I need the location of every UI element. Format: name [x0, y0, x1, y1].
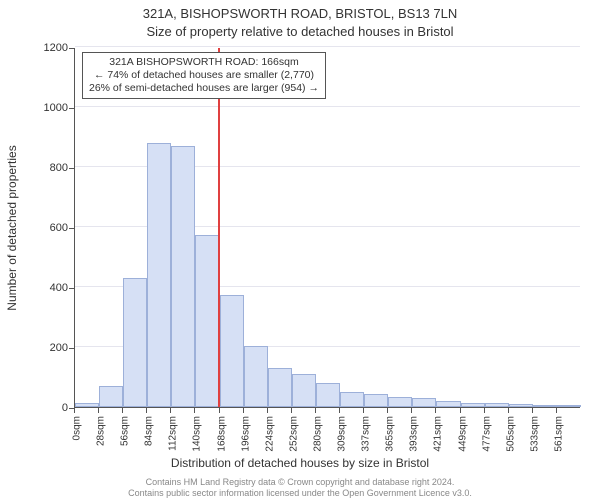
x-tick-label: 337sqm [361, 416, 372, 452]
y-tick-label: 800 [18, 162, 68, 174]
annotation-line-1: 321A BISHOPSWORTH ROAD: 166sqm [89, 56, 319, 69]
histogram-bar [340, 392, 364, 407]
x-tick-mark [435, 408, 436, 413]
x-tick-mark [146, 408, 147, 413]
histogram-bar [292, 374, 316, 407]
x-tick-mark [484, 408, 485, 413]
x-tick-label: 112sqm [168, 416, 179, 451]
x-tick-mark [194, 408, 195, 413]
x-tick-mark [363, 408, 364, 413]
x-tick-label: 449sqm [457, 416, 468, 452]
histogram-bar [509, 404, 533, 407]
x-tick-mark [98, 408, 99, 413]
x-tick-label: 252sqm [288, 416, 299, 452]
title-line-1: 321A, BISHOPSWORTH ROAD, BRISTOL, BS13 7… [0, 6, 600, 21]
x-tick-mark [339, 408, 340, 413]
plot-area [74, 48, 580, 408]
gridline [75, 106, 580, 107]
histogram-bar [364, 394, 388, 408]
y-axis-label: Number of detached properties [5, 145, 19, 310]
histogram-bar [557, 405, 581, 407]
histogram-bar [388, 397, 412, 408]
histogram-bar [461, 403, 485, 408]
x-tick-mark [460, 408, 461, 413]
x-tick-mark [267, 408, 268, 413]
x-tick-label: 140sqm [192, 416, 203, 452]
x-tick-mark [122, 408, 123, 413]
histogram-bar [171, 146, 195, 407]
x-tick-mark [532, 408, 533, 413]
chart-container: 321A, BISHOPSWORTH ROAD, BRISTOL, BS13 7… [0, 0, 600, 500]
annotation-box: 321A BISHOPSWORTH ROAD: 166sqm ← 74% of … [82, 52, 326, 99]
x-tick-label: 28sqm [96, 416, 107, 446]
y-tick-label: 1200 [18, 42, 68, 54]
x-tick-label: 561sqm [553, 416, 564, 452]
x-tick-label: 477sqm [481, 416, 492, 452]
x-tick-label: 168sqm [216, 416, 227, 452]
y-tick-label: 200 [18, 342, 68, 354]
x-tick-mark [74, 408, 75, 413]
histogram-bar [533, 405, 557, 407]
x-tick-mark [411, 408, 412, 413]
histogram-bar [75, 403, 99, 408]
x-tick-mark [243, 408, 244, 413]
y-tick-mark [69, 48, 74, 49]
y-tick-label: 400 [18, 282, 68, 294]
x-tick-label: 309sqm [337, 416, 348, 452]
histogram-bar [147, 143, 171, 407]
histogram-bar [412, 398, 436, 407]
x-tick-mark [219, 408, 220, 413]
x-tick-mark [170, 408, 171, 413]
x-tick-label: 0sqm [72, 416, 83, 440]
x-tick-label: 56sqm [120, 416, 131, 446]
footer-line-1: Contains HM Land Registry data © Crown c… [146, 477, 455, 487]
y-tick-label: 600 [18, 222, 68, 234]
y-tick-mark [69, 228, 74, 229]
x-tick-mark [556, 408, 557, 413]
x-tick-label: 393sqm [409, 416, 420, 452]
x-tick-mark [315, 408, 316, 413]
histogram-bar [316, 383, 340, 407]
footer-line-2: Contains public sector information licen… [128, 488, 472, 498]
reference-line [218, 48, 220, 407]
histogram-bar [268, 368, 292, 407]
x-axis-label: Distribution of detached houses by size … [0, 456, 600, 470]
histogram-bar [436, 401, 460, 407]
gridline [75, 46, 580, 47]
footer-attribution: Contains HM Land Registry data © Crown c… [0, 477, 600, 498]
y-tick-mark [69, 108, 74, 109]
annotation-line-2: ← 74% of detached houses are smaller (2,… [89, 69, 319, 82]
x-tick-label: 84sqm [144, 416, 155, 446]
x-tick-label: 224sqm [264, 416, 275, 452]
histogram-bar [195, 235, 219, 408]
histogram-bar [99, 386, 123, 407]
x-tick-label: 280sqm [312, 416, 323, 452]
y-tick-mark [69, 168, 74, 169]
y-tick-label: 1000 [18, 102, 68, 114]
x-tick-label: 505sqm [505, 416, 516, 452]
x-tick-label: 365sqm [385, 416, 396, 452]
histogram-bar [123, 278, 147, 407]
histogram-bar [485, 403, 509, 407]
y-tick-label: 0 [18, 402, 68, 414]
x-tick-label: 196sqm [240, 416, 251, 452]
title-line-2: Size of property relative to detached ho… [0, 24, 600, 39]
x-tick-label: 533sqm [529, 416, 540, 452]
histogram-bar [244, 346, 268, 408]
y-tick-mark [69, 288, 74, 289]
y-tick-mark [69, 348, 74, 349]
x-tick-mark [508, 408, 509, 413]
x-tick-mark [291, 408, 292, 413]
x-tick-label: 421sqm [433, 416, 444, 452]
histogram-bar [220, 295, 244, 408]
x-tick-mark [387, 408, 388, 413]
annotation-line-3: 26% of semi-detached houses are larger (… [89, 82, 319, 95]
